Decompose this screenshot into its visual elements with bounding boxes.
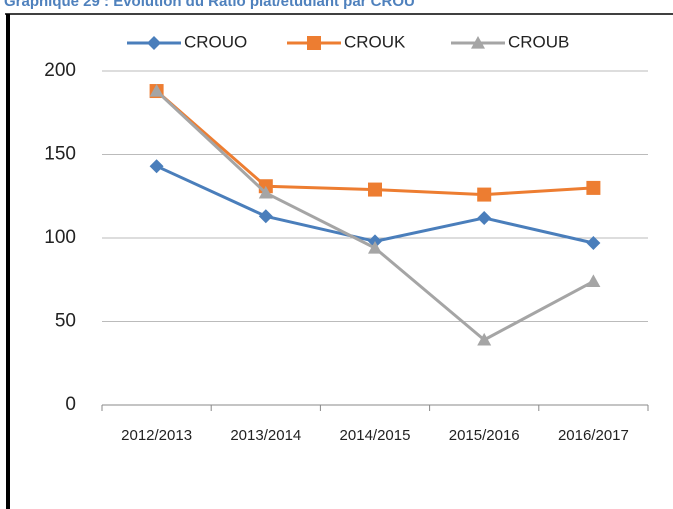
chart-title: Graphique 29 : Evolution du Ratio plat/e…: [4, 0, 415, 10]
series-line: [155, 89, 594, 197]
data-point: [149, 84, 164, 97]
series-line: [155, 164, 594, 245]
legend-label: CROUO: [184, 32, 247, 51]
data-point: [258, 209, 273, 224]
data-point: [149, 159, 164, 174]
legend-label: CROUK: [344, 32, 406, 51]
y-tick-label: 200: [44, 60, 76, 81]
data-point: [258, 185, 273, 199]
x-tick-label: 2013/2014: [230, 427, 301, 444]
y-tick-label: 100: [44, 227, 76, 248]
data-point: [368, 182, 382, 197]
series-line: [155, 89, 595, 342]
y-tick-label: 50: [55, 311, 76, 332]
data-point: [368, 241, 382, 254]
data-point: [477, 332, 492, 346]
x-tick-label: 2014/2015: [340, 427, 411, 444]
y-tick-label: 150: [44, 144, 76, 165]
x-tick-label: 2012/2013: [121, 427, 192, 444]
legend-marker: [471, 36, 485, 49]
data-point: [477, 187, 492, 202]
data-point: [477, 210, 492, 225]
data-point: [586, 236, 601, 251]
data-point: [586, 180, 601, 195]
legend-marker: [307, 36, 321, 50]
x-tick-label: 2015/2016: [449, 427, 520, 444]
y-tick-label: 0: [65, 394, 76, 415]
x-tick-label: 2016/2017: [558, 427, 629, 444]
legend-marker: [147, 36, 161, 50]
legend-label: CROUB: [508, 32, 569, 51]
data-point: [586, 274, 601, 288]
